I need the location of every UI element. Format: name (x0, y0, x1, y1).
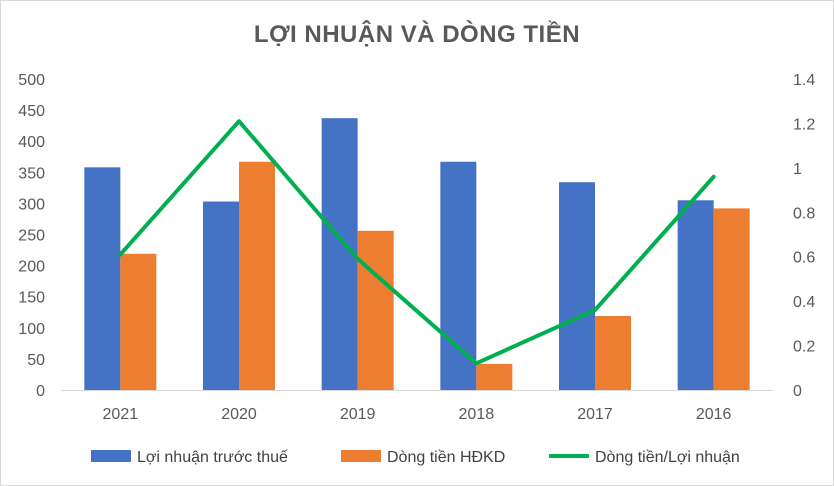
y-right-tick-label: 1 (793, 161, 802, 178)
x-tick-label: 2017 (577, 406, 613, 423)
y-left-tick-label: 0 (36, 383, 45, 400)
bar-dong-tien-2017 (595, 315, 631, 390)
y-left-tick-label: 300 (18, 196, 45, 213)
chart-title: LỢI NHUẬN VÀ DÒNG TIỀN (253, 21, 581, 48)
y-right-tick-label: 0.8 (793, 205, 815, 222)
bar-dong-tien-2020 (239, 161, 275, 390)
y-left-tick-label: 150 (18, 290, 45, 307)
bar-loi-nhuan-2016 (677, 200, 714, 390)
y-right-tick-label: 0.6 (793, 250, 815, 267)
legend-item-dong-tien: Dòng tiền HĐKD (341, 449, 505, 466)
legend-item-ratio: Dòng tiền/Lợi nhuận (549, 449, 740, 466)
y-left-tick-label: 450 (18, 103, 45, 120)
y-left-tick-label: 100 (18, 321, 45, 338)
bar-loi-nhuan-2021 (84, 167, 121, 390)
legend-label: Lợi nhuận trước thuế (137, 449, 288, 466)
x-tick-label: 2016 (696, 406, 732, 423)
y-left-tick-label: 400 (18, 134, 45, 151)
x-tick-label: 2021 (103, 406, 139, 423)
bar-loi-nhuan-2018 (440, 161, 477, 390)
ratio-line (118, 119, 716, 366)
y-left-tick-label: 350 (18, 165, 45, 182)
x-tick-label: 2020 (221, 406, 257, 423)
y-left-tick-label: 50 (27, 352, 45, 369)
y-right-tick-label: 1.2 (793, 116, 815, 133)
legend-swatch (91, 450, 131, 462)
legend-item-loi-nhuan: Lợi nhuận trước thuế (91, 449, 288, 466)
x-tick-label: 2019 (340, 406, 376, 423)
bar-dong-tien-2016 (713, 208, 750, 390)
y-right-tick-label: 0.2 (793, 339, 815, 356)
y-right-tick-label: 0.4 (793, 294, 815, 311)
x-tick-label: 2018 (459, 406, 495, 423)
bar-dong-tien-2021 (120, 253, 157, 390)
legend-label: Dòng tiền HĐKD (387, 449, 505, 466)
bar-dong-tien-2019 (357, 230, 394, 390)
bar-loi-nhuan-2017 (559, 182, 595, 390)
legend-label: Dòng tiền/Lợi nhuận (595, 449, 740, 466)
y-left-tick-label: 250 (18, 228, 45, 245)
bar-loi-nhuan-2020 (203, 201, 239, 390)
y-left-tick-label: 500 (18, 72, 45, 89)
y-left-tick-label: 200 (18, 259, 45, 276)
y-right-tick-label: 1.4 (793, 72, 815, 89)
y-right-tick-label: 0 (793, 383, 802, 400)
bar-dong-tien-2018 (476, 363, 513, 390)
legend-swatch (341, 450, 381, 462)
